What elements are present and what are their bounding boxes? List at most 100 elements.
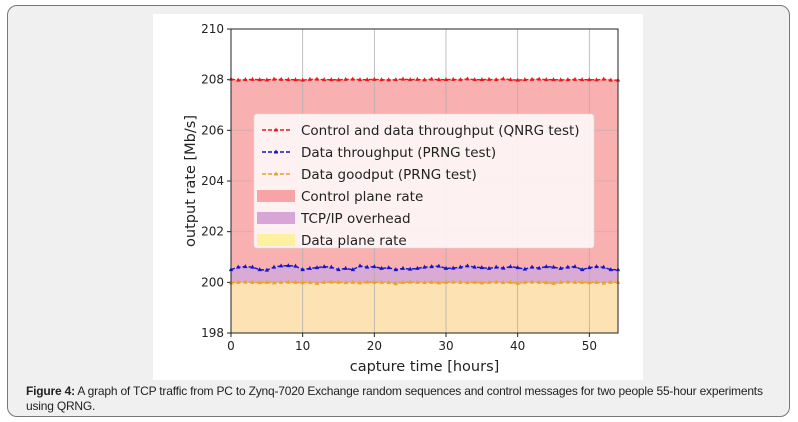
legend-label: Data plane rate bbox=[301, 233, 407, 249]
data-point bbox=[608, 267, 614, 272]
data-point bbox=[587, 280, 592, 285]
data-point bbox=[400, 76, 406, 81]
data-point bbox=[572, 279, 578, 284]
data-point bbox=[608, 77, 614, 82]
data-point bbox=[271, 280, 277, 285]
data-point bbox=[536, 265, 542, 270]
data-point bbox=[422, 77, 427, 82]
data-point bbox=[515, 77, 520, 82]
data-point bbox=[321, 264, 327, 269]
data-point bbox=[235, 279, 241, 284]
data-point bbox=[350, 76, 356, 81]
data-point bbox=[472, 279, 477, 284]
data-point bbox=[472, 77, 477, 82]
data-point bbox=[608, 279, 614, 284]
data-point bbox=[343, 280, 348, 285]
data-point bbox=[257, 77, 262, 82]
data-point bbox=[465, 76, 470, 81]
data-point bbox=[235, 77, 241, 82]
data-point bbox=[465, 280, 470, 285]
data-point bbox=[407, 279, 413, 284]
data-point bbox=[579, 77, 585, 82]
x-tick-label: 10 bbox=[295, 339, 310, 353]
data-point bbox=[551, 280, 556, 285]
data-point bbox=[558, 265, 563, 270]
legend-marker bbox=[273, 149, 279, 154]
data-point bbox=[508, 264, 513, 269]
caption-text: A graph of TCP traffic from PC to Zynq-7… bbox=[26, 384, 763, 413]
data-point bbox=[307, 76, 313, 81]
data-point bbox=[393, 77, 399, 82]
data-point bbox=[278, 263, 284, 268]
legend-box bbox=[253, 113, 595, 249]
data-point bbox=[271, 76, 277, 81]
data-point bbox=[458, 264, 463, 269]
data-point bbox=[264, 267, 270, 272]
data-point bbox=[264, 279, 270, 284]
data-point bbox=[314, 280, 320, 285]
data-point bbox=[508, 77, 513, 82]
data-point bbox=[415, 76, 420, 81]
data-point bbox=[336, 77, 341, 82]
data-point bbox=[587, 77, 592, 82]
data-point bbox=[364, 279, 370, 284]
data-point bbox=[551, 264, 556, 269]
data-point bbox=[336, 267, 341, 272]
data-point bbox=[300, 280, 305, 285]
data-point bbox=[386, 280, 391, 285]
data-point bbox=[235, 264, 241, 269]
data-point bbox=[493, 264, 499, 269]
data-point bbox=[379, 279, 384, 284]
data-point bbox=[572, 76, 578, 81]
chart: 0 10 20 30 40 50 198 200 202 204 206 208 210 Control … bbox=[183, 22, 621, 375]
data-point bbox=[579, 279, 585, 284]
data-point bbox=[450, 76, 456, 81]
data-point bbox=[601, 76, 606, 81]
data-point bbox=[415, 279, 420, 284]
data-point bbox=[357, 77, 363, 82]
data-point bbox=[343, 76, 348, 81]
data-point bbox=[350, 279, 356, 284]
area-tcpip-overhead bbox=[231, 265, 618, 284]
data-point bbox=[486, 265, 492, 270]
data-point bbox=[293, 279, 298, 284]
data-point bbox=[307, 279, 313, 284]
data-point bbox=[393, 281, 399, 286]
legend-fill-swatch bbox=[257, 190, 295, 202]
data-point bbox=[329, 77, 334, 82]
data-point bbox=[522, 279, 528, 284]
data-point bbox=[400, 265, 406, 270]
data-point bbox=[536, 76, 542, 81]
data-point bbox=[465, 263, 470, 268]
data-point bbox=[407, 266, 413, 271]
data-point bbox=[544, 280, 549, 285]
data-point bbox=[429, 76, 434, 81]
data-point bbox=[479, 265, 485, 270]
data-point bbox=[422, 264, 427, 269]
data-point bbox=[544, 77, 549, 82]
data-point bbox=[572, 264, 578, 269]
data-point bbox=[307, 265, 313, 270]
data-point bbox=[515, 280, 520, 285]
data-point bbox=[278, 76, 284, 81]
data-point bbox=[343, 265, 348, 270]
data-point bbox=[436, 77, 442, 82]
data-point bbox=[250, 279, 255, 284]
data-point bbox=[529, 264, 535, 269]
data-point bbox=[257, 280, 262, 285]
data-point bbox=[601, 264, 606, 269]
data-point bbox=[551, 77, 556, 82]
data-point bbox=[357, 280, 363, 285]
data-point bbox=[486, 279, 492, 284]
data-point bbox=[357, 263, 363, 268]
data-point bbox=[601, 280, 606, 285]
data-point bbox=[479, 280, 485, 285]
data-point bbox=[508, 279, 513, 284]
y-axis-label: output rate [Mb/s] bbox=[183, 115, 199, 247]
data-point bbox=[458, 279, 463, 284]
data-point bbox=[429, 279, 434, 284]
data-point bbox=[372, 76, 377, 81]
data-point bbox=[450, 265, 456, 270]
x-tick-label: 30 bbox=[438, 339, 453, 353]
data-point bbox=[336, 279, 341, 284]
